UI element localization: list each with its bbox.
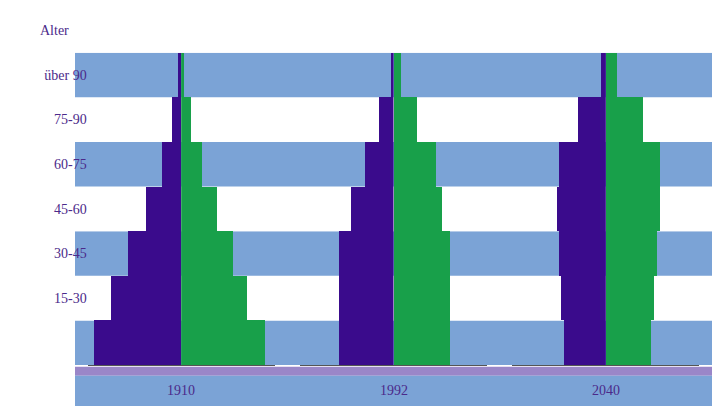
svg-text:1910: 1910 xyxy=(167,383,195,398)
svg-text:60-75: 60-75 xyxy=(54,157,87,172)
svg-text:1992: 1992 xyxy=(380,383,408,398)
svg-text:15-30: 15-30 xyxy=(54,291,87,306)
svg-text:45-60: 45-60 xyxy=(54,202,87,217)
svg-text:Alter: Alter xyxy=(40,23,69,38)
svg-text:75-90: 75-90 xyxy=(54,112,87,127)
svg-text:über 90: über 90 xyxy=(44,68,86,83)
svg-text:30-45: 30-45 xyxy=(54,246,87,261)
svg-text:2040: 2040 xyxy=(592,383,620,398)
